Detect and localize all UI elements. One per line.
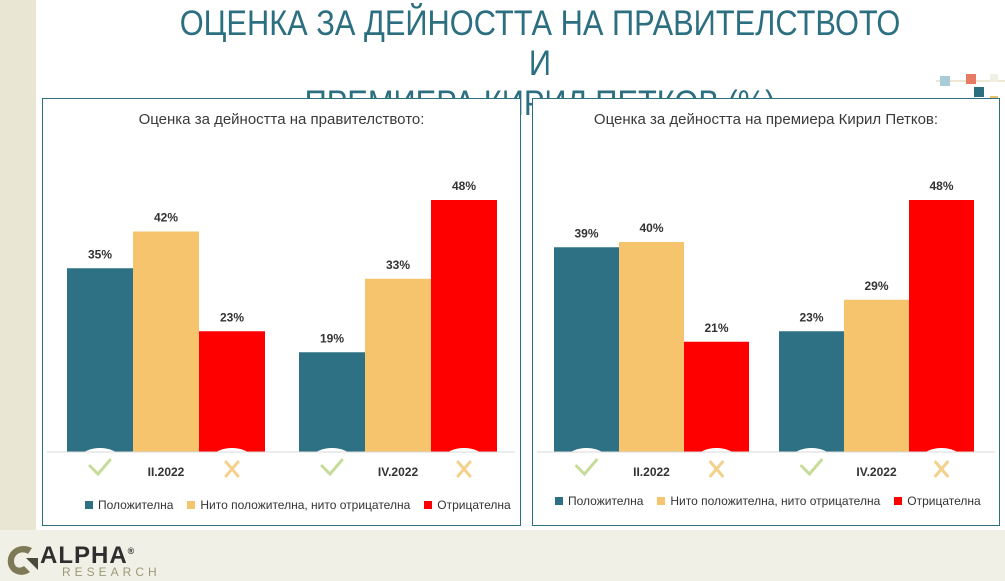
left-sidebar-band (0, 0, 36, 581)
bar (299, 352, 365, 452)
cross-icon (224, 460, 240, 478)
legend-swatch-neutral (187, 501, 196, 509)
footer-band (0, 530, 1005, 581)
check-icon-circle (66, 448, 134, 516)
government-chart-panel: Оценка за дейността на правителството: 3… (42, 98, 521, 526)
government-chart-title: Оценка за дейността на правителството: (138, 111, 425, 128)
data-label: 33% (386, 258, 410, 272)
title-line-1: ОЦЕНКА ЗА ДЕЙНОСТТА НА ПРАВИТЕЛСТВОТО И (179, 4, 901, 83)
check-icon (320, 458, 344, 477)
bar (67, 268, 133, 452)
data-label: 48% (929, 179, 953, 193)
category-label: II.2022 (633, 465, 670, 479)
premier-chart-title: Оценка за дейността на премиера Кирил Пе… (593, 111, 939, 128)
data-label: 39% (574, 226, 598, 240)
legend-negative: Отрицателна (437, 498, 511, 512)
logo-subtitle: RESEARCH (62, 565, 161, 579)
government-bar-chart: 35% 42% 23% II.2022 19% 33% 48% IV.2022 (47, 179, 515, 516)
premier-bar-chart: 39% 40% 21% II.2022 23% 29% 48% IV.2022 (537, 179, 995, 516)
legend-swatch-negative (424, 501, 433, 509)
check-icon (575, 458, 598, 477)
data-label: 35% (88, 247, 112, 261)
bar (199, 331, 265, 452)
data-label: 48% (452, 179, 476, 193)
legend-neutral: Нито положителна, нито отрицателна (670, 494, 881, 508)
data-label: 19% (320, 331, 344, 345)
data-label: 42% (154, 211, 178, 225)
data-label: 23% (799, 310, 823, 324)
check-icon-circle (552, 448, 621, 516)
premier-chart-panel: Оценка за дейността на премиера Кирил Пе… (532, 98, 1000, 526)
category-label: II.2022 (148, 465, 185, 479)
bar (554, 247, 619, 452)
check-icon-circle (777, 448, 846, 516)
legend-positive: Положителна (568, 494, 644, 508)
legend-swatch-negative (894, 497, 903, 505)
data-label: 40% (639, 221, 663, 235)
premier-legend: Положителна Нито положителна, нито отриц… (555, 494, 995, 508)
logo-name: ALPHA® (40, 542, 136, 569)
bar (431, 200, 497, 452)
legend-swatch-positive (555, 497, 563, 505)
cross-icon-circle (430, 448, 498, 516)
check-icon-circle (298, 448, 366, 516)
bar (844, 299, 909, 452)
cross-icon (456, 460, 472, 478)
data-label: 21% (704, 321, 728, 335)
bar (684, 341, 749, 452)
bar (779, 331, 844, 452)
bar (365, 278, 431, 452)
legend-neutral: Нито положителна, нито отрицателна (200, 498, 411, 512)
data-label: 29% (864, 279, 888, 293)
alpha-research-logo-icon (7, 545, 38, 575)
legend-negative: Отрицателна (907, 494, 981, 508)
check-icon (88, 458, 112, 477)
cross-icon-circle (907, 448, 976, 516)
legend-swatch-positive (85, 501, 93, 509)
bar (133, 231, 199, 452)
government-legend: Положителна Нито положителна, нито отриц… (85, 498, 525, 512)
bar (619, 242, 684, 452)
legend-positive: Положителна (98, 498, 174, 512)
check-icon (800, 458, 823, 477)
category-label: IV.2022 (378, 465, 419, 479)
data-label: 23% (220, 310, 244, 324)
category-label: IV.2022 (856, 465, 897, 479)
legend-swatch-neutral (657, 497, 666, 505)
cross-icon (709, 460, 724, 478)
cross-icon-circle (682, 448, 751, 516)
cross-icon (934, 460, 949, 478)
logo-registered-mark: ® (127, 546, 136, 556)
cross-icon-circle (198, 448, 266, 516)
bar (909, 200, 974, 452)
